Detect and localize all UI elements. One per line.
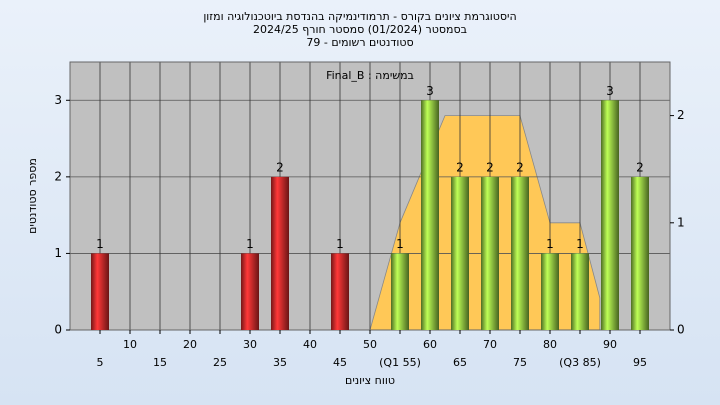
data-label: 1 — [246, 237, 254, 251]
bar — [571, 253, 589, 330]
x-tick-label: (Q3 85) — [559, 356, 601, 369]
x-tick-label: 50 — [363, 338, 377, 351]
bar — [451, 176, 469, 330]
y-tick-label: 3 — [54, 93, 62, 107]
data-label: 2 — [486, 160, 494, 174]
bar — [631, 176, 649, 330]
x-tick-label: 80 — [543, 338, 557, 351]
bar — [511, 176, 529, 330]
x-tick-label: 75 — [513, 356, 527, 369]
y2-tick-label: 2 — [677, 108, 685, 122]
x-tick-label: 15 — [153, 356, 167, 369]
x-tick-label: 35 — [273, 356, 287, 369]
x-tick-label: 20 — [183, 338, 197, 351]
bar — [601, 100, 619, 331]
x-tick-label: 60 — [423, 338, 437, 351]
data-label: 1 — [96, 237, 104, 251]
data-label: 2 — [516, 160, 524, 174]
x-tick-label: 30 — [243, 338, 257, 351]
bar — [421, 100, 439, 331]
data-label: 1 — [336, 237, 344, 251]
x-tick-label: 90 — [603, 338, 617, 351]
x-tick-label: 65 — [453, 356, 467, 369]
data-label: 3 — [426, 84, 434, 98]
y-axis-label: מספר סטודנטים — [26, 158, 39, 234]
bar — [271, 176, 289, 330]
y-tick-label: 1 — [54, 246, 62, 260]
y-tick-label: 0 — [54, 323, 62, 337]
data-label: 2 — [636, 160, 644, 174]
data-label: 3 — [606, 84, 614, 98]
x-tick-label: (Q1 55) — [379, 356, 421, 369]
x-tick-label: 5 — [97, 356, 104, 369]
y2-tick-label: 0 — [677, 323, 685, 337]
x-axis-label: טווח ציונים — [345, 374, 395, 387]
annotation: במשימה : Final_B — [326, 69, 414, 82]
chart-title: היסטוגרמת ציונים בקורס - תרמודינמיקה בהנ… — [203, 10, 516, 23]
bar — [541, 253, 559, 330]
chart-subtitle: סטודנטים רשומים - 79 — [306, 36, 413, 49]
x-tick-label: 40 — [303, 338, 317, 351]
bar — [391, 253, 409, 330]
data-label: 1 — [576, 237, 584, 251]
x-tick-label: 45 — [333, 356, 347, 369]
bar — [481, 176, 499, 330]
x-tick-label: 25 — [213, 356, 227, 369]
chart-subtitle: בסמסטר (01/2024) סמסטר חורף 2024/25 — [253, 23, 467, 36]
bar — [331, 253, 349, 330]
x-tick-label: 95 — [633, 356, 647, 369]
bar — [241, 253, 259, 330]
y-tick-label: 2 — [54, 169, 62, 183]
data-label: 2 — [276, 160, 284, 174]
data-label: 1 — [396, 237, 404, 251]
data-label: 2 — [456, 160, 464, 174]
bar — [91, 253, 109, 330]
y2-tick-label: 1 — [677, 215, 685, 229]
x-tick-label: 70 — [483, 338, 497, 351]
data-label: 1 — [546, 237, 554, 251]
x-tick-label: 10 — [123, 338, 137, 351]
